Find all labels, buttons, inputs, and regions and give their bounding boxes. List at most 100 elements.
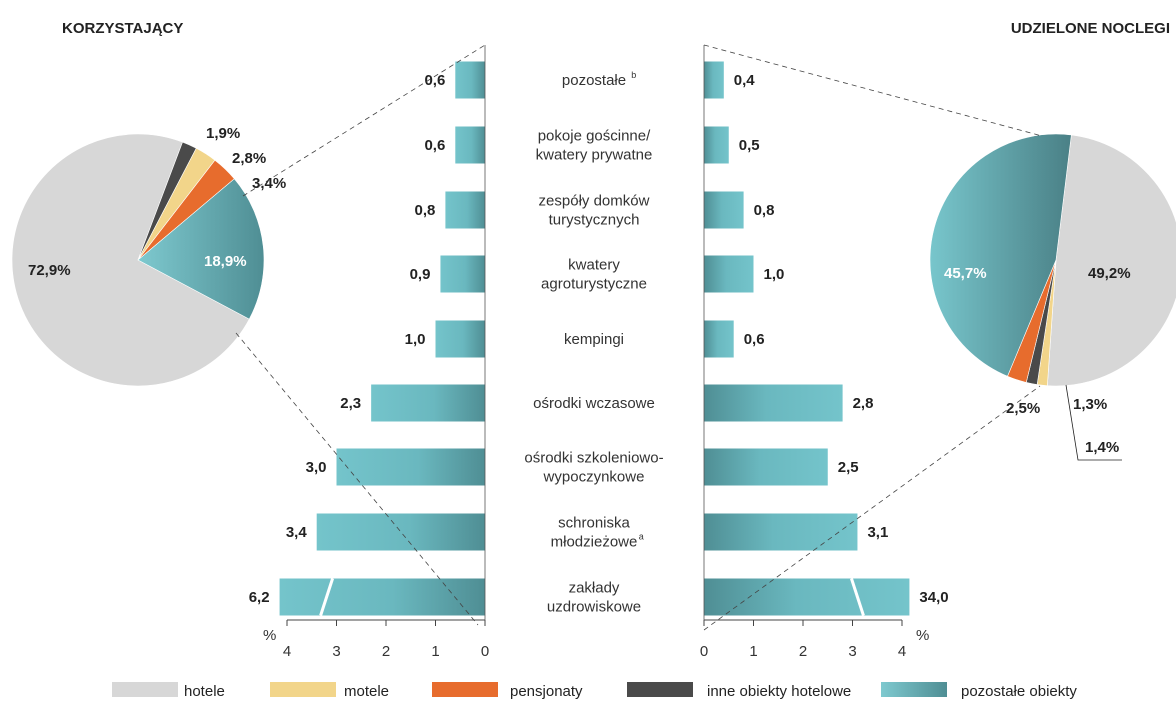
legend-label-hotele: hotele (184, 683, 225, 700)
bar-left-8 (279, 578, 485, 616)
connector-left-top (242, 44, 486, 197)
connector-lines (235, 44, 1043, 631)
pie-slice-pozostale (929, 133, 1072, 377)
category-label-8: zakłady uzdrowiskowe (547, 580, 641, 616)
tick-label-right-4: 4 (898, 643, 906, 660)
bar-left-1 (455, 126, 485, 164)
bar-right-6 (704, 448, 828, 486)
pie-label-pensjonaty: 3,4% (252, 175, 286, 192)
bar-left-0 (455, 61, 485, 99)
bar-right-4 (704, 320, 734, 358)
pie-udzielone-noclegi: 49,2% 1,3% 1,4% 2,5% 45,7% (929, 133, 1176, 461)
pie-label-inne: 1,4% (1085, 439, 1119, 456)
pie-label-pozostale: 18,9% (204, 253, 247, 270)
bar-left-4 (435, 320, 485, 358)
value-label-left-8: 6,2 (249, 589, 270, 606)
bar-right-3 (704, 255, 754, 293)
bar-right-1 (704, 126, 729, 164)
tick-label-right-0: 0 (700, 643, 708, 660)
tick-label-left-2: 2 (382, 643, 390, 660)
pie-label-inne: 1,9% (206, 125, 240, 142)
pie-label-hotele: 72,9% (28, 262, 71, 279)
tick-label-right-1: 1 (749, 643, 757, 660)
category-footnote-7: a (639, 532, 644, 542)
value-label-left-5: 2,3 (340, 395, 361, 412)
pie-label-motele: 1,3% (1073, 396, 1107, 413)
value-label-right-7: 3,1 (867, 524, 888, 541)
pie-slice-hotele (11, 133, 250, 387)
tick-label-right-3: 3 (848, 643, 856, 660)
bar-axes: 0 0 1 1 2 2 3 3 4 4%% (263, 45, 929, 660)
legend-label-motele: motele (344, 683, 389, 700)
value-label-left-2: 0,8 (415, 202, 436, 219)
value-label-left-3: 0,9 (410, 266, 431, 283)
tick-label-left-0: 0 (481, 643, 489, 660)
legend-label-pozostale: pozostałe obiekty (961, 683, 1077, 700)
bar-left-3 (440, 255, 485, 293)
legend-swatch-inne (627, 682, 693, 697)
pie-korzystajacy: 72,9% 1,9% 2,8% 3,4% 18,9% (11, 125, 286, 387)
value-label-right-5: 2,8 (853, 395, 874, 412)
pie-label-motele: 2,8% (232, 150, 266, 167)
bar-right-5 (704, 384, 843, 422)
category-label-5: ośrodki wczasowe (533, 395, 655, 412)
value-label-right-6: 2,5 (838, 459, 859, 476)
connector-right-top (703, 44, 1043, 137)
legend: hotele motele pensjonaty inne obiekty hotel… (112, 682, 1077, 700)
pie-label-pozostale: 45,7% (944, 265, 987, 282)
legend-swatch-motele (270, 682, 336, 697)
bar-right-8 (704, 578, 910, 616)
axis-break-left (319, 578, 335, 616)
value-label-left-1: 0,6 (424, 137, 445, 154)
legend-swatch-pensjonaty (432, 682, 498, 697)
title-udzielone-noclegi: UDZIELONE NOCLEGI (1011, 20, 1170, 37)
value-label-left-0: 0,6 (424, 72, 445, 89)
pie-label-hotele: 49,2% (1088, 265, 1131, 282)
value-label-right-2: 0,8 (754, 202, 775, 219)
value-label-right-0: 0,4 (734, 72, 756, 89)
category-label-1: pokoje gościnne/kwatery prywatne (536, 128, 653, 164)
axis-unit-left: % (263, 627, 276, 644)
category-label-4: kempingi (564, 331, 624, 348)
leader-line-inne (1065, 384, 1122, 461)
value-label-right-3: 1,0 (764, 266, 785, 283)
category-label-6: ośrodki szkoleniowo-wypoczynkowe (524, 450, 663, 486)
title-korzystajacy: KORZYSTAJĄCY (62, 20, 183, 37)
category-label-0: pozostałe (562, 72, 626, 89)
category-label-3: kwatery agroturystyczne (541, 257, 647, 293)
legend-label-pensjonaty: pensjonaty (510, 683, 583, 700)
value-label-right-8: 34,0 (919, 589, 948, 606)
connector-right-bottom (703, 385, 1041, 631)
axis-break-right (850, 578, 865, 616)
bar-left-7 (316, 513, 485, 551)
legend-swatch-pozostale (881, 682, 947, 697)
pie-slice-pozostale (137, 178, 265, 320)
value-label-right-4: 0,6 (744, 331, 765, 348)
category-label-2: zespóły domków turystycznych (539, 193, 650, 229)
bar-left-2 (445, 191, 485, 229)
pie-label-pensjonaty: 2,5% (1006, 400, 1040, 417)
pie-slice-hotele (1047, 134, 1176, 387)
tick-label-right-2: 2 (799, 643, 807, 660)
bar-left-6 (336, 448, 485, 486)
legend-swatch-hotele (112, 682, 178, 697)
tick-label-left-1: 1 (431, 643, 439, 660)
category-label-7: schroniska młodzieżowe (551, 515, 638, 551)
value-label-left-6: 3,0 (306, 459, 327, 476)
value-label-right-1: 0,5 (739, 137, 760, 154)
value-label-left-4: 1,0 (405, 331, 426, 348)
value-label-left-7: 3,4 (286, 524, 308, 541)
bar-left-5 (371, 384, 485, 422)
bar-right-7 (704, 513, 858, 551)
bar-right-0 (704, 61, 724, 99)
legend-label-inne: inne obiekty hotelowe (707, 683, 851, 700)
bar-right-2 (704, 191, 744, 229)
butterfly-bars: 0,6 0,4 pozostałe b 0,6 0,5 pokoje gościnne/kw… (249, 61, 949, 616)
category-footnote-0: b (631, 70, 636, 80)
tick-label-left-4: 4 (283, 643, 291, 660)
tick-label-left-3: 3 (332, 643, 340, 660)
connector-left-bottom (235, 332, 479, 626)
axis-unit-right: % (916, 627, 929, 644)
